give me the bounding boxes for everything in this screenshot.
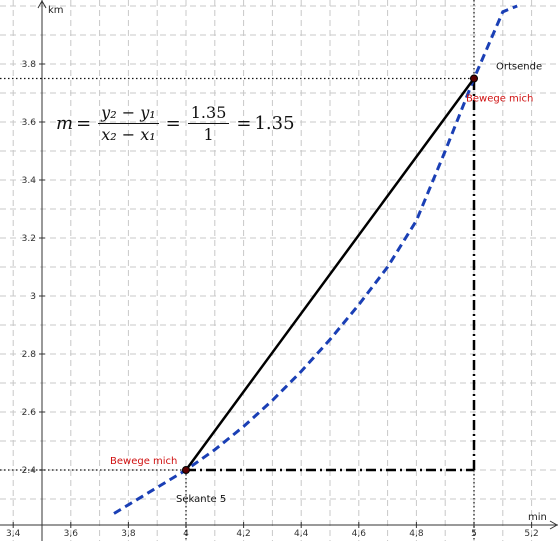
formula-fraction-numeric: 1.35 1 xyxy=(187,103,230,144)
y-axis-label: km xyxy=(48,5,64,16)
formula-m: m xyxy=(56,113,74,134)
point-end xyxy=(470,74,478,83)
x-tick-label: 3,4 xyxy=(6,529,21,539)
formula-eq-2: = xyxy=(165,113,181,134)
formula-numerator-symbolic: y₂ − y₁ xyxy=(98,103,159,124)
y-tick-label: 3.2 xyxy=(22,234,36,244)
formula-denominator-numeric: 1 xyxy=(203,125,214,144)
sekante-label: Sekante 5 xyxy=(176,494,226,505)
formula-eq-3: = xyxy=(236,113,252,134)
point-start xyxy=(182,466,190,474)
x-tick-label: 4,8 xyxy=(409,529,424,539)
y-tick-label: 3.4 xyxy=(22,176,37,186)
y-tick-label: 2.4 xyxy=(22,466,37,476)
formula-numerator-numeric: 1.35 xyxy=(187,103,230,124)
slope-formula: m = y₂ − y₁ x₂ − x₁ = 1.35 1 = 1.35 xyxy=(56,103,295,144)
formula-fraction-symbolic: y₂ − y₁ x₂ − x₁ xyxy=(98,103,159,144)
y-tick-label: 3.8 xyxy=(22,60,37,70)
formula-eq-1: = xyxy=(76,113,92,134)
x-tick-label: 3,6 xyxy=(64,529,79,539)
x-axis-arrow xyxy=(549,520,558,530)
position-curve xyxy=(113,4,518,515)
x-axis-label: min xyxy=(528,512,547,523)
y-tick-label: 2.8 xyxy=(22,350,37,360)
formula-result: 1.35 xyxy=(254,113,295,134)
y-axis-arrow xyxy=(37,0,47,9)
x-tick-label: 5,2 xyxy=(524,529,538,539)
x-tick-label: 4,2 xyxy=(236,529,250,539)
y-tick-label: 3.6 xyxy=(22,118,37,128)
formula-denominator-symbolic: x₂ − x₁ xyxy=(101,125,156,144)
ortsende-label: Ortsende xyxy=(496,62,542,73)
y-tick-label: 3 xyxy=(30,292,36,302)
y-tick-label: 2.6 xyxy=(22,408,37,418)
secant-line xyxy=(184,77,476,471)
point-start-label: Bewege mich xyxy=(110,456,177,467)
point-end-label: Bewege mich xyxy=(466,94,533,105)
x-tick-label: 4,4 xyxy=(294,529,309,539)
x-tick-label: 3,8 xyxy=(121,529,136,539)
x-tick-label: 4,6 xyxy=(352,529,367,539)
